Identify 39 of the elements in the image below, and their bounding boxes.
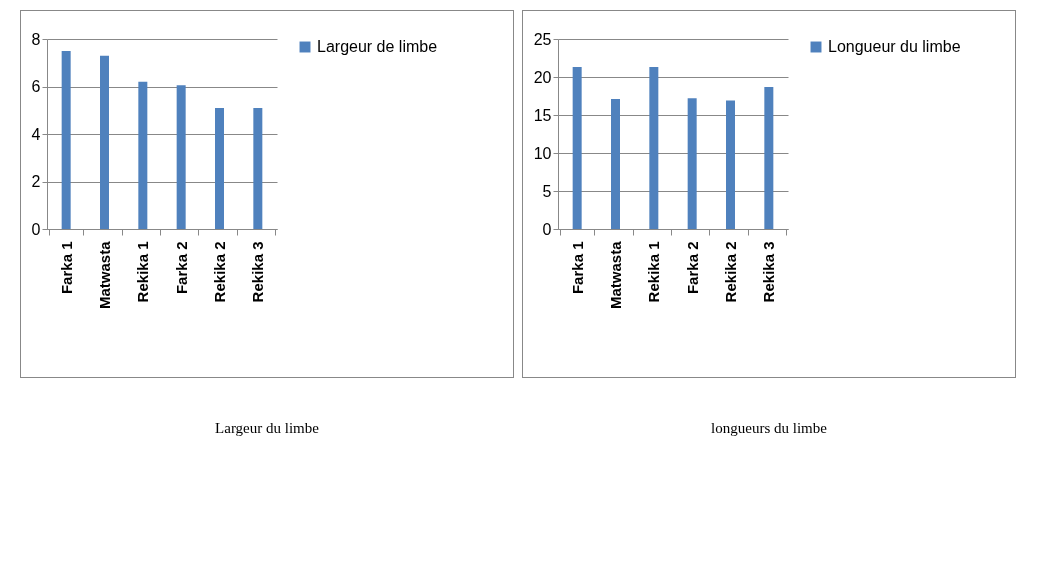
x-tick-label: Matwasta: [607, 240, 624, 310]
y-tick-label: 4: [31, 125, 41, 143]
x-tick-label: Rekika 2: [211, 241, 228, 303]
y-tick-label: 15: [533, 106, 552, 124]
text: longueurs du limbe: [710, 420, 828, 437]
x-tick-label: Farka 2: [683, 241, 701, 295]
x-tick-label: Matwasta: [96, 240, 113, 310]
bar: [100, 55, 109, 229]
legend-label: Longueur du limbe: [828, 38, 961, 55]
bar: [764, 86, 774, 229]
bar: [253, 107, 263, 229]
x-tick-label: Rekika 1: [645, 241, 663, 303]
y-tick-label: 10: [533, 144, 552, 162]
x-tick-label: Rekika 3: [760, 241, 778, 303]
y-tick-label: 5: [542, 182, 552, 200]
y-tick-label: 25: [533, 30, 552, 48]
bar: [138, 81, 148, 229]
y-tick-label: 6: [31, 78, 41, 95]
bar: [572, 67, 582, 229]
x-tick-label: Farka 1: [57, 241, 75, 295]
legend-label: Largeur de limbe: [317, 38, 438, 55]
y-tick-label: 8: [31, 30, 41, 48]
bar: [611, 99, 620, 229]
y-tick-label: 0: [31, 220, 41, 238]
bar: [176, 85, 186, 229]
y-tick-label: 20: [533, 68, 552, 86]
x-tick-label: Rekika 2: [722, 241, 739, 303]
x-tick-label: Rekika 1: [134, 241, 152, 303]
y-tick-label: 0: [542, 220, 552, 238]
bar: [61, 50, 71, 229]
bar: [726, 100, 735, 229]
x-tick-label: Farka 1: [568, 241, 586, 295]
bar: [215, 107, 224, 229]
x-tick-label: Rekika 3: [249, 241, 267, 303]
bar: [687, 98, 697, 229]
bar: [649, 67, 659, 229]
text: Largeur du limbe: [214, 420, 320, 437]
x-tick-label: Farka 2: [172, 241, 190, 295]
y-tick-label: 2: [31, 173, 41, 190]
